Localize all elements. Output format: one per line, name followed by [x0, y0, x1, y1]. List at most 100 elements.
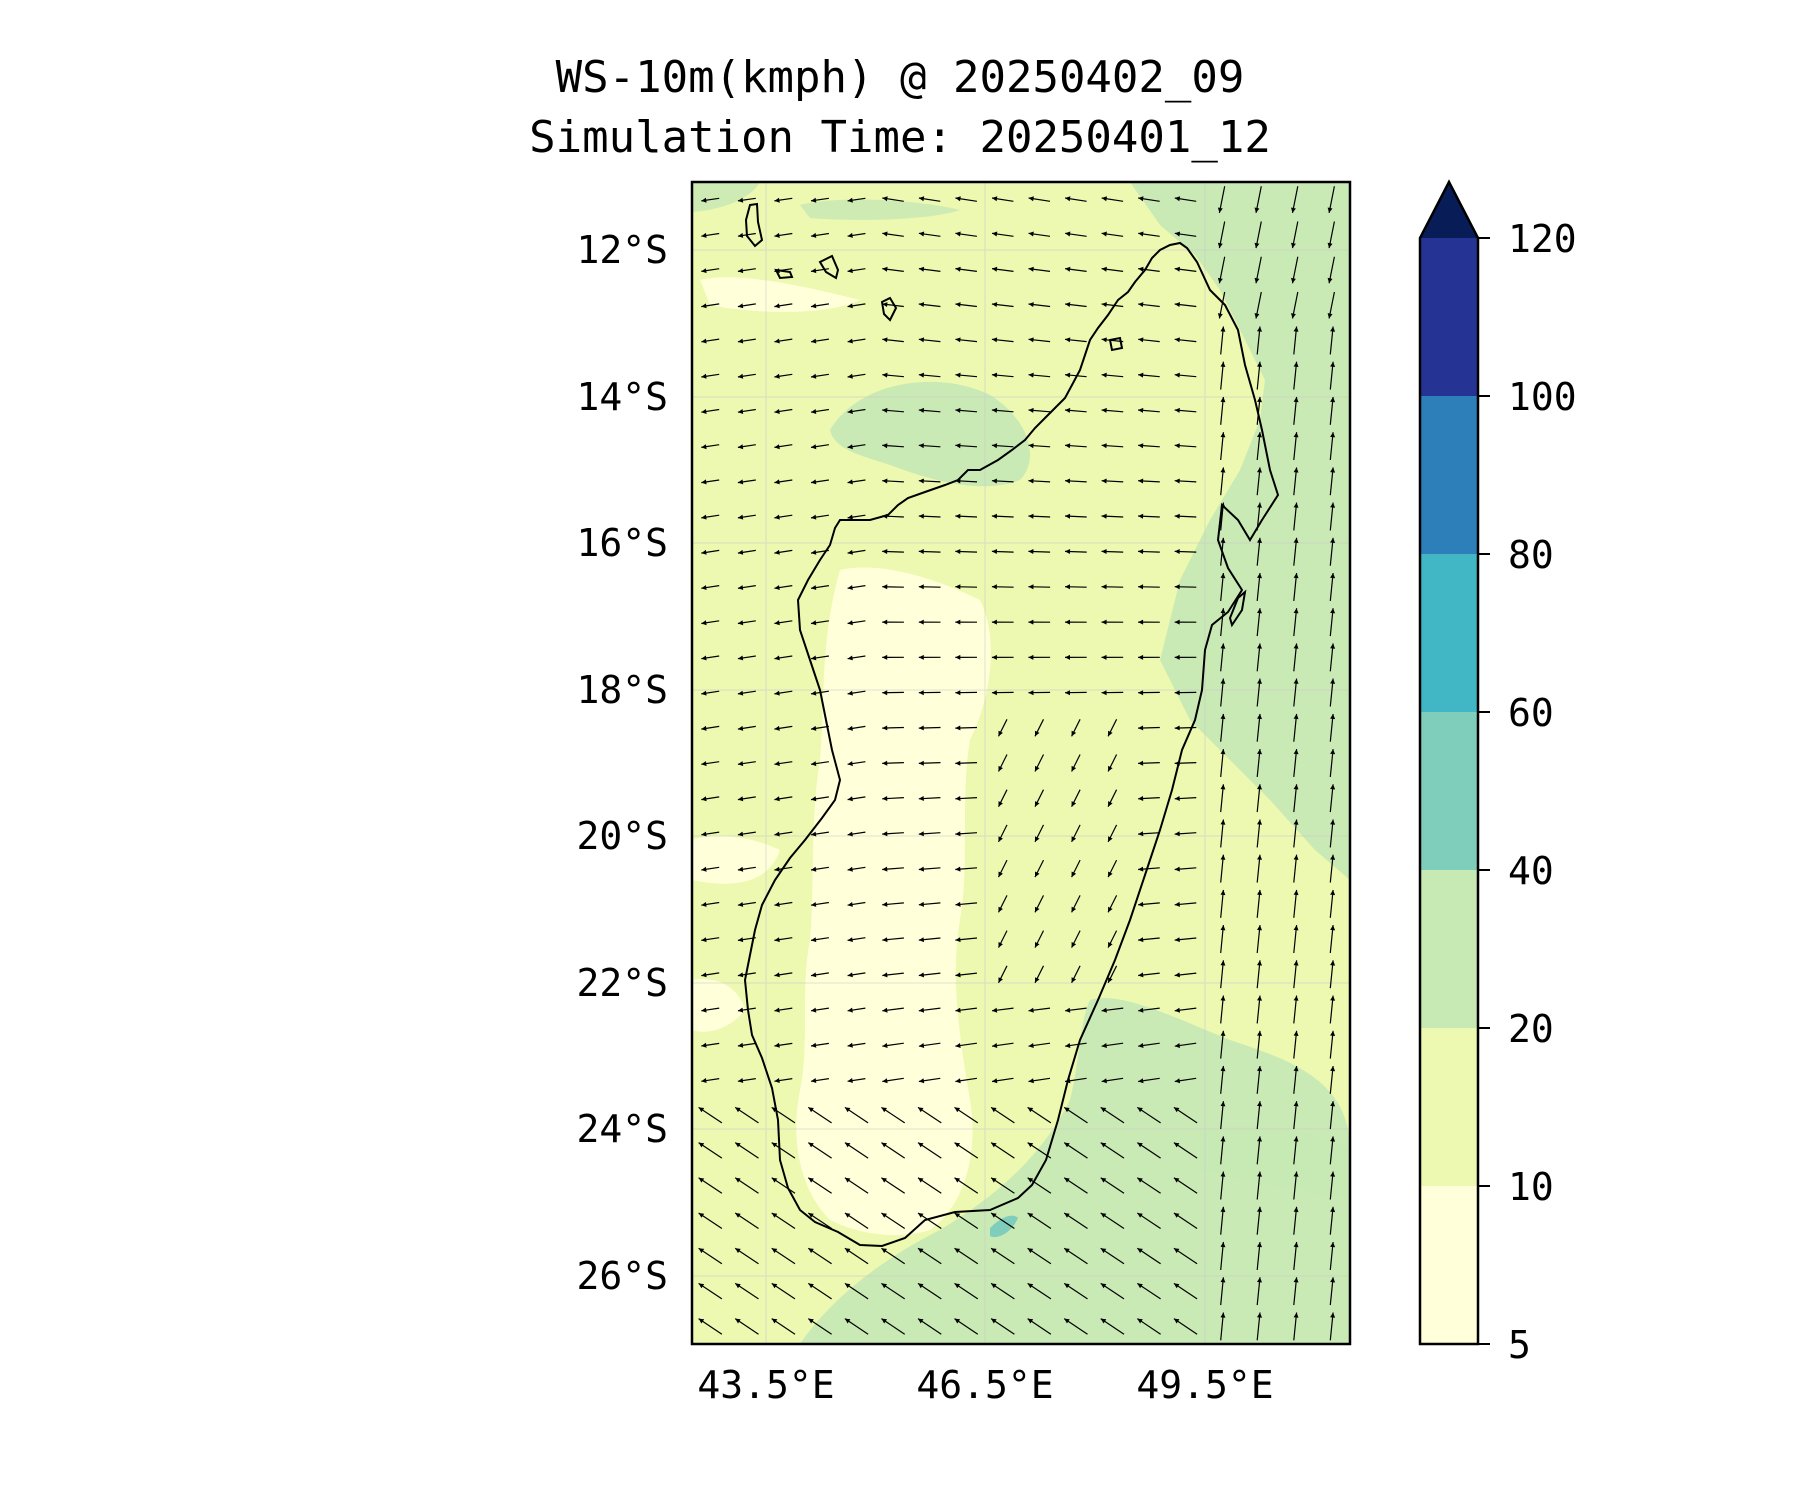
wind-vector-head [771, 1213, 778, 1218]
wind-vector-head [918, 1318, 924, 1324]
wind-vector-head [698, 1177, 705, 1183]
wind-vector-head [701, 409, 707, 414]
wind-vector-head [737, 268, 744, 274]
coastlines [743, 202, 1280, 1248]
wind-vector-head [882, 654, 888, 660]
colorbar-bin-40-60 [1420, 712, 1478, 870]
wind-vector-head [954, 1318, 961, 1324]
wind-vector-head [1293, 889, 1299, 896]
wind-vector-head [1293, 432, 1299, 438]
wind-vector-head [882, 866, 888, 872]
wind-vector-head [1065, 372, 1071, 378]
wind-vector-head [1174, 478, 1180, 484]
wind-vector-head [771, 1142, 778, 1148]
wind-vector-head [1101, 513, 1107, 519]
wind-vector-head [955, 337, 961, 343]
wind-vector-head [1174, 619, 1180, 625]
lat-tick-22s: 22°S [576, 961, 668, 1005]
wind-vector-head [701, 479, 707, 485]
wind-vector-head [698, 1283, 705, 1289]
wind-vector-head [918, 654, 924, 660]
colorbar-label-40: 40 [1508, 849, 1554, 893]
wind-vector-head [1291, 242, 1296, 249]
wind-vector-head [991, 549, 997, 554]
wind-vector-head [1293, 1171, 1299, 1177]
wind-vector-head [811, 549, 817, 555]
wind-vector-head [1035, 730, 1040, 737]
wind-vector-head [1257, 1242, 1262, 1248]
wind-vector-head [1138, 443, 1144, 449]
wind-vector-head [847, 303, 853, 309]
wind-vector-head [1254, 313, 1260, 319]
wind-vector-head [771, 1248, 778, 1254]
wind-vector-head [1138, 584, 1144, 590]
wind-vector-head [1065, 513, 1071, 519]
wind-vector-head [1101, 266, 1107, 272]
wind-vector-head [735, 1318, 741, 1324]
wind-vector-head [918, 901, 924, 907]
wind-vector-head [1220, 1171, 1226, 1177]
wind-vector-head [1065, 1007, 1071, 1013]
wind-vector-head [774, 373, 780, 379]
wind-vector-head [882, 372, 888, 378]
wind-vector-head [811, 268, 817, 274]
wind-vector-head [1220, 326, 1226, 332]
coastline-madagascar [743, 241, 1280, 1248]
wind-vector-head [1293, 467, 1299, 473]
wind-vector-head [1254, 277, 1260, 284]
wind-vector-head [1330, 361, 1336, 367]
wind-vector-head [847, 1007, 853, 1013]
wind-vector-head [847, 796, 853, 802]
wind-vector-head [954, 1177, 961, 1183]
wind-vector-head [1220, 467, 1226, 473]
wind-vector-head [882, 760, 888, 766]
wind-vector-head [811, 620, 817, 626]
wind-vector-head [991, 619, 997, 625]
wind-vector-head [1035, 977, 1040, 983]
wind-vector-head [1137, 1248, 1143, 1254]
wind-vector-head [774, 620, 780, 626]
wind-vector-head [1257, 537, 1262, 543]
wind-vector-head [808, 1213, 814, 1218]
wind-vector-head [1330, 854, 1336, 860]
wind-vector-head [1108, 942, 1113, 948]
wind-vector-head [774, 1078, 780, 1083]
colorbar-bin-5-10 [1420, 1186, 1478, 1344]
wind-vector-head [847, 444, 853, 450]
wind-vector-head [808, 1177, 814, 1183]
wind-vector-head [1174, 1043, 1180, 1048]
wind-vector-head [1174, 1007, 1180, 1013]
wind-vector-head [1101, 231, 1107, 237]
wind-vector-head [737, 549, 744, 555]
wind-vector-head [992, 266, 998, 272]
wind-vector-head [1138, 901, 1144, 907]
wind-vector-head [1174, 690, 1180, 696]
wind-vector-head [735, 1213, 741, 1218]
wind-vector-head [881, 1177, 887, 1183]
wind-vector-head [701, 972, 707, 978]
wind-vector-head [998, 906, 1003, 913]
wind-vector-head [991, 372, 998, 378]
wind-vector-head [1174, 901, 1180, 907]
wind-vector-head [1293, 502, 1299, 508]
wind-vector-head [1027, 1283, 1034, 1289]
wind-vector-head [1101, 478, 1107, 484]
wind-vector-head [1217, 207, 1223, 213]
wind-vector-head [1327, 277, 1333, 284]
wind-vector-head [1138, 619, 1144, 625]
coastline-sainte-marie [1228, 589, 1247, 628]
wind-vector-head [811, 972, 817, 978]
wind-vector-head [811, 1007, 817, 1013]
colorbar-label-20: 20 [1508, 1007, 1554, 1051]
wind-vector-head [882, 266, 888, 272]
wind-vector-head [1291, 313, 1296, 319]
wind-vector-head [991, 584, 997, 590]
wind-vector-head [1220, 1206, 1226, 1213]
colorbar-label-120: 120 [1508, 217, 1577, 261]
wind-vector-head [1291, 207, 1296, 213]
wind-vector-head [1330, 749, 1336, 755]
wind-vector-head [918, 760, 924, 766]
wind-vector-head [811, 585, 817, 590]
wind-vector-head [774, 937, 780, 943]
wind-vector-head [811, 725, 817, 731]
